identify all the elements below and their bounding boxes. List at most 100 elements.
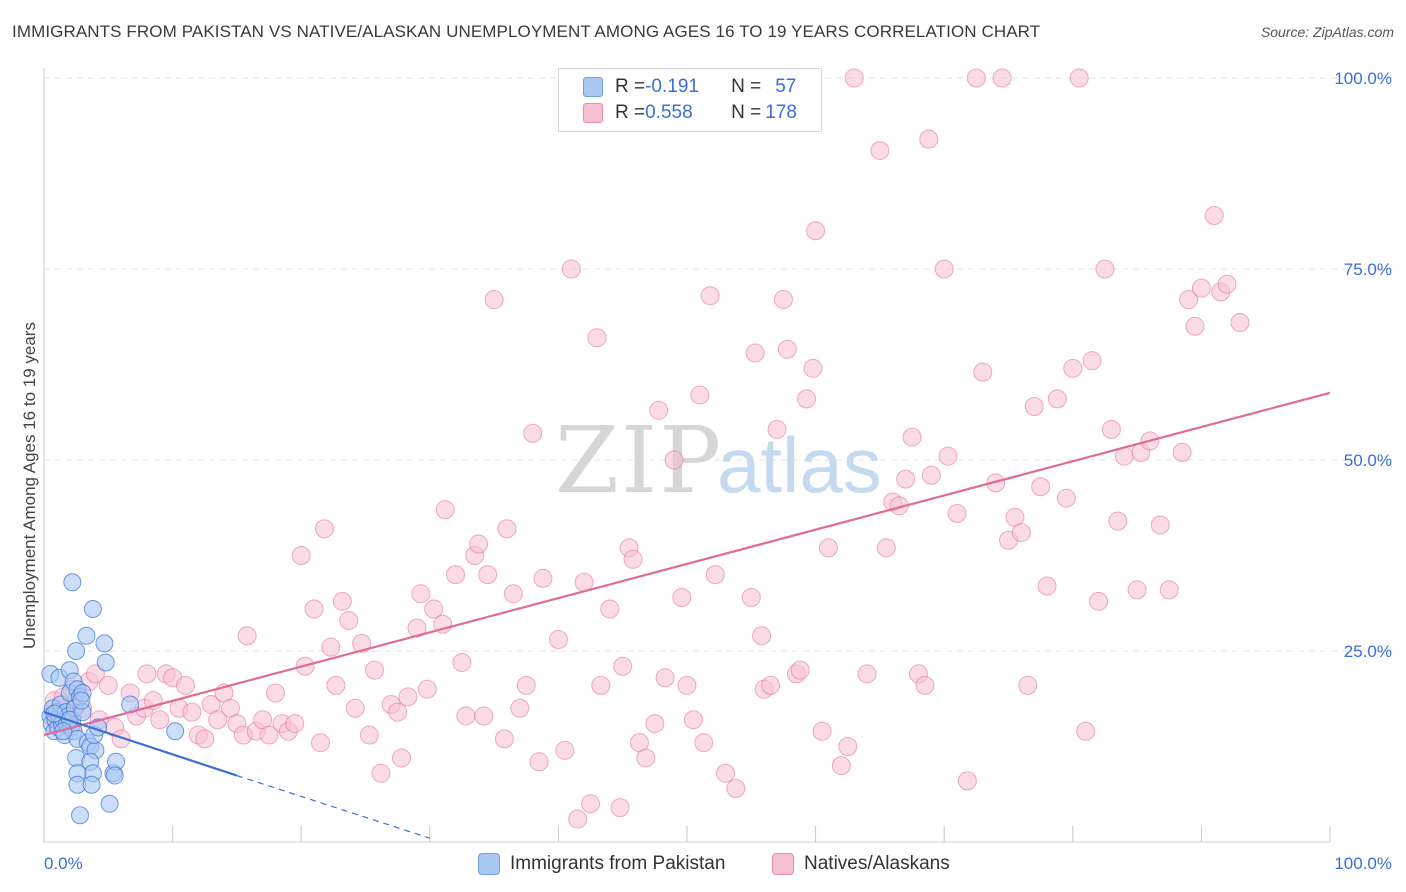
natives-alaskans-point (1024, 397, 1044, 417)
natives-alaskans-point (1069, 68, 1089, 88)
natives-alaskans-point (182, 702, 202, 722)
natives-alaskans-point (623, 549, 643, 569)
pakistan-point (77, 626, 96, 645)
watermark: ZIP atlas (555, 407, 882, 514)
natives-alaskans-point (973, 362, 993, 382)
pakistan-point (95, 634, 114, 653)
pakistan-trend-extension (236, 774, 430, 839)
natives-alaskans-point (523, 423, 543, 443)
natives-alaskans-point (600, 599, 620, 619)
natives-alaskans-point (1031, 477, 1051, 497)
natives-alaskans-point (411, 584, 431, 604)
natives-alaskans-point (705, 565, 725, 585)
natives-alaskans-point (636, 748, 656, 768)
natives-alaskans-point (195, 729, 215, 749)
natives-alaskans-point (694, 733, 714, 753)
natives-alaskans-point (919, 129, 939, 149)
natives-alaskans-point (773, 290, 793, 310)
natives-alaskans-point (352, 633, 372, 653)
natives-alaskans-point (1095, 259, 1115, 279)
natives-alaskans-point (690, 385, 710, 405)
natives-alaskans-point (838, 737, 858, 756)
natives-alaskans-point (655, 668, 675, 688)
natives-alaskans-point (314, 519, 334, 539)
natives-alaskans-point (613, 656, 633, 676)
bottom-legend-swatch-blue (478, 853, 500, 875)
legend-n-value: 57 (775, 76, 797, 97)
natives-alaskans-point (150, 710, 170, 730)
natives-alaskans-point (497, 519, 517, 539)
natives-alaskans-point (1076, 721, 1096, 741)
natives-alaskans-point (812, 721, 832, 741)
natives-alaskans-point (321, 637, 341, 657)
natives-alaskans-point (345, 698, 365, 718)
natives-alaskans-point (1172, 442, 1192, 462)
natives-alaskans-point (587, 328, 607, 348)
natives-alaskans-point (326, 675, 346, 695)
bottom-legend-label: Natives/Alaskans (804, 853, 950, 874)
natives-alaskans-point (966, 68, 986, 88)
natives-alaskans-point (831, 756, 851, 776)
legend-r-label: R = (615, 76, 646, 97)
pakistan-point (82, 775, 101, 794)
natives-alaskans-point (803, 358, 823, 378)
natives-alaskans-point (494, 729, 514, 749)
trend-lines (43, 391, 1331, 839)
natives-alaskans-point (548, 630, 568, 650)
natives-alaskans-point (417, 679, 437, 699)
natives-alaskans-point (741, 588, 761, 608)
pakistan-point (71, 806, 90, 825)
bottom-legend-pakistan: Immigrants from Pakistan (478, 851, 725, 877)
natives-alaskans-trend-line (43, 391, 1331, 737)
legend-row-pakistan: R = -0.191 N = 57 (583, 75, 796, 99)
natives-alaskans-point (291, 546, 311, 565)
natives-alaskans-point (456, 706, 476, 726)
stats-legend: R = -0.191 N = 57 R = 0.558 N = 178 (558, 68, 822, 132)
natives-alaskans-point (683, 710, 703, 730)
natives-alaskans-point (1179, 290, 1199, 310)
natives-alaskans-point (98, 675, 118, 695)
natives-alaskans-point (568, 809, 588, 829)
natives-alaskans-point (388, 702, 408, 722)
natives-alaskans-point (716, 763, 736, 783)
natives-alaskans-point (332, 591, 352, 611)
natives-alaskans-point (896, 469, 916, 489)
natives-alaskans-point (1127, 580, 1147, 600)
bottom-legend-swatch-pink (772, 853, 794, 875)
pakistan-trend-line (43, 711, 238, 777)
natives-alaskans-point (85, 664, 105, 684)
pakistan-point (96, 653, 115, 672)
tick-labels: 25.0% 50.0% 75.0% 100.0% 0.0% 100.0% (44, 69, 1392, 873)
natives-alaskans-point (876, 538, 896, 558)
natives-alaskans-point (1185, 316, 1205, 336)
chart-title: IMMIGRANTS FROM PAKISTAN VS NATIVE/ALASK… (12, 22, 1041, 41)
natives-alaskans-point (752, 626, 772, 646)
pakistan-points (41, 573, 185, 825)
natives-alaskans-point (555, 740, 575, 760)
legend-n-label: N = (731, 76, 762, 97)
natives-alaskans-point (921, 465, 941, 485)
natives-alaskans-point (992, 68, 1012, 88)
legend-r-label: R = (615, 102, 646, 123)
grid-lines (44, 77, 1392, 652)
natives-alaskans-point (561, 259, 581, 279)
natives-alaskans-point (1056, 488, 1076, 508)
natives-alaskans-point (664, 450, 684, 470)
pakistan-point (67, 642, 86, 660)
natives-alaskans-point (1204, 206, 1224, 226)
natives-alaskans-point (1150, 515, 1170, 535)
natives-alaskans-point (510, 698, 530, 718)
natives-alaskans-point (902, 427, 922, 447)
natives-alaskans-point (452, 652, 472, 672)
natives-alaskans-point (259, 725, 279, 745)
natives-alaskans-point (310, 733, 330, 753)
natives-alaskans-point (533, 568, 553, 588)
legend-r-value: 0.558 (645, 102, 693, 123)
natives-alaskans-point (1018, 675, 1038, 695)
natives-alaskans-point (285, 714, 305, 734)
natives-alaskans-point (797, 389, 817, 409)
natives-alaskans-point (761, 675, 781, 695)
y-tick-label: 25.0% (1344, 642, 1392, 661)
natives-alaskans-point (1063, 358, 1083, 378)
watermark-zip: ZIP (555, 407, 723, 514)
